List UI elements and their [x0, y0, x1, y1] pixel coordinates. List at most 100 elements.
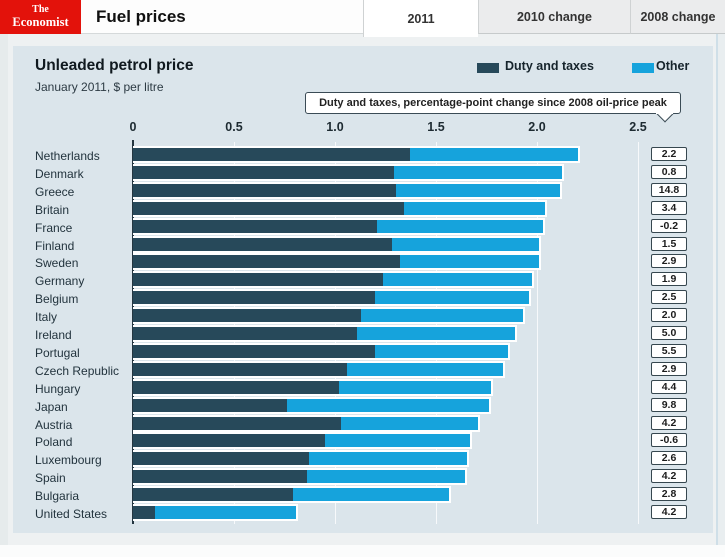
annotation-callout: Duty and taxes, percentage-point change …: [305, 92, 681, 114]
economist-logo: The Economist: [0, 0, 81, 34]
bar-segment-other: [383, 273, 532, 286]
tab-2011[interactable]: 2011: [363, 0, 478, 37]
bar-segment-other: [287, 399, 489, 412]
bar-italy: [133, 307, 525, 324]
change-value-box-ireland: 5.0: [651, 326, 687, 340]
change-value-box-netherlands: 2.2: [651, 147, 687, 161]
annotation-callout-pointer-mask: [656, 109, 673, 114]
bar-france: [133, 218, 545, 235]
country-label-japan: Japan: [35, 400, 68, 414]
bar-segment-other: [375, 291, 529, 304]
bar-segment-duty-and-taxes: [133, 470, 307, 483]
change-value-box-denmark: 0.8: [651, 165, 687, 179]
bar-segment-other: [410, 148, 578, 161]
change-value-box-sweden: 2.9: [651, 254, 687, 268]
bar-segment-duty-and-taxes: [133, 184, 396, 197]
change-value-box-germany: 1.9: [651, 272, 687, 286]
change-value-box-belgium: 2.5: [651, 290, 687, 304]
change-value-box-france: -0.2: [651, 219, 687, 233]
gridline-2.0: [537, 142, 538, 524]
bar-segment-duty-and-taxes: [133, 345, 375, 358]
header: The Economist Fuel prices 2011 2010 chan…: [0, 0, 725, 37]
bar-czech-republic: [133, 361, 505, 378]
country-label-britain: Britain: [35, 203, 70, 217]
page-title: Fuel prices: [81, 0, 363, 34]
bar-britain: [133, 200, 547, 217]
change-value-box-luxembourg: 2.6: [651, 451, 687, 465]
bar-segment-duty-and-taxes: [133, 309, 361, 322]
bar-segment-duty-and-taxes: [133, 238, 392, 251]
bar-austria: [133, 415, 480, 432]
bar-segment-other: [309, 452, 467, 465]
bar-segment-duty-and-taxes: [133, 381, 339, 394]
x-axis-tick-label-0: 0: [129, 120, 137, 134]
bar-segment-duty-and-taxes: [133, 363, 347, 376]
country-label-portugal: Portugal: [35, 346, 80, 360]
x-axis-tick-label-1.0: 1.0: [326, 120, 344, 134]
bar-segment-other: [293, 488, 449, 501]
legend-swatch-duty-and-taxes: [477, 63, 499, 73]
tab-2008-change[interactable]: 2008 change: [630, 0, 725, 34]
country-label-bulgaria: Bulgaria: [35, 489, 80, 503]
country-label-hungary: Hungary: [35, 382, 81, 396]
legend-label-duty-and-taxes: Duty and taxes: [505, 59, 594, 73]
bar-japan: [133, 397, 491, 414]
bar-segment-duty-and-taxes: [133, 506, 155, 519]
tab-2010-change[interactable]: 2010 change: [478, 0, 630, 34]
country-label-ireland: Ireland: [35, 328, 72, 342]
bar-segment-other: [341, 417, 478, 430]
bar-segment-other: [357, 327, 515, 340]
bar-segment-other: [400, 255, 539, 268]
country-label-france: France: [35, 221, 73, 235]
country-label-czech-republic: Czech Republic: [35, 364, 120, 378]
change-value-box-czech-republic: 2.9: [651, 362, 687, 376]
bar-segment-duty-and-taxes: [133, 273, 383, 286]
bar-segment-duty-and-taxes: [133, 220, 377, 233]
bar-netherlands: [133, 146, 580, 163]
bar-segment-other: [394, 166, 562, 179]
bar-luxembourg: [133, 450, 469, 467]
change-value-box-hungary: 4.4: [651, 380, 687, 394]
bar-segment-other: [396, 184, 560, 197]
bar-segment-other: [375, 345, 508, 358]
country-label-denmark: Denmark: [35, 167, 84, 181]
page-bottom-strip: [0, 545, 725, 557]
x-axis-tick-label-0.5: 0.5: [225, 120, 243, 134]
chart-subtitle: January 2011, $ per litre: [35, 80, 164, 94]
change-value-box-japan: 9.8: [651, 398, 687, 412]
bar-segment-other: [377, 220, 543, 233]
bar-segment-other: [392, 238, 539, 251]
bar-bulgaria: [133, 486, 451, 503]
change-value-box-spain: 4.2: [651, 469, 687, 483]
bar-hungary: [133, 379, 493, 396]
page-right-gutter: [716, 34, 725, 545]
change-value-box-bulgaria: 2.8: [651, 487, 687, 501]
bar-segment-duty-and-taxes: [133, 327, 357, 340]
change-value-box-poland: -0.6: [651, 433, 687, 447]
x-axis-tick-label-2.5: 2.5: [629, 120, 647, 134]
x-axis-tick-label-1.5: 1.5: [427, 120, 445, 134]
change-value-box-portugal: 5.5: [651, 344, 687, 358]
bar-segment-other: [347, 363, 503, 376]
logo-line2: Economist: [12, 15, 69, 29]
country-label-finland: Finland: [35, 239, 75, 253]
bar-united-states: [133, 504, 298, 521]
bar-segment-duty-and-taxes: [133, 148, 410, 161]
bar-poland: [133, 432, 472, 449]
bar-segment-duty-and-taxes: [133, 452, 309, 465]
country-label-belgium: Belgium: [35, 292, 79, 306]
gridline-2.5: [638, 142, 639, 524]
logo-line1: The: [32, 4, 49, 15]
bar-segment-other: [307, 470, 465, 483]
country-label-greece: Greece: [35, 185, 75, 199]
country-label-germany: Germany: [35, 274, 85, 288]
bar-spain: [133, 468, 467, 485]
country-label-sweden: Sweden: [35, 256, 79, 270]
bar-greece: [133, 182, 562, 199]
change-value-box-finland: 1.5: [651, 237, 687, 251]
country-label-luxembourg: Luxembourg: [35, 453, 102, 467]
bar-belgium: [133, 289, 531, 306]
country-label-poland: Poland: [35, 435, 73, 449]
bar-segment-duty-and-taxes: [133, 434, 325, 447]
bar-segment-other: [339, 381, 491, 394]
